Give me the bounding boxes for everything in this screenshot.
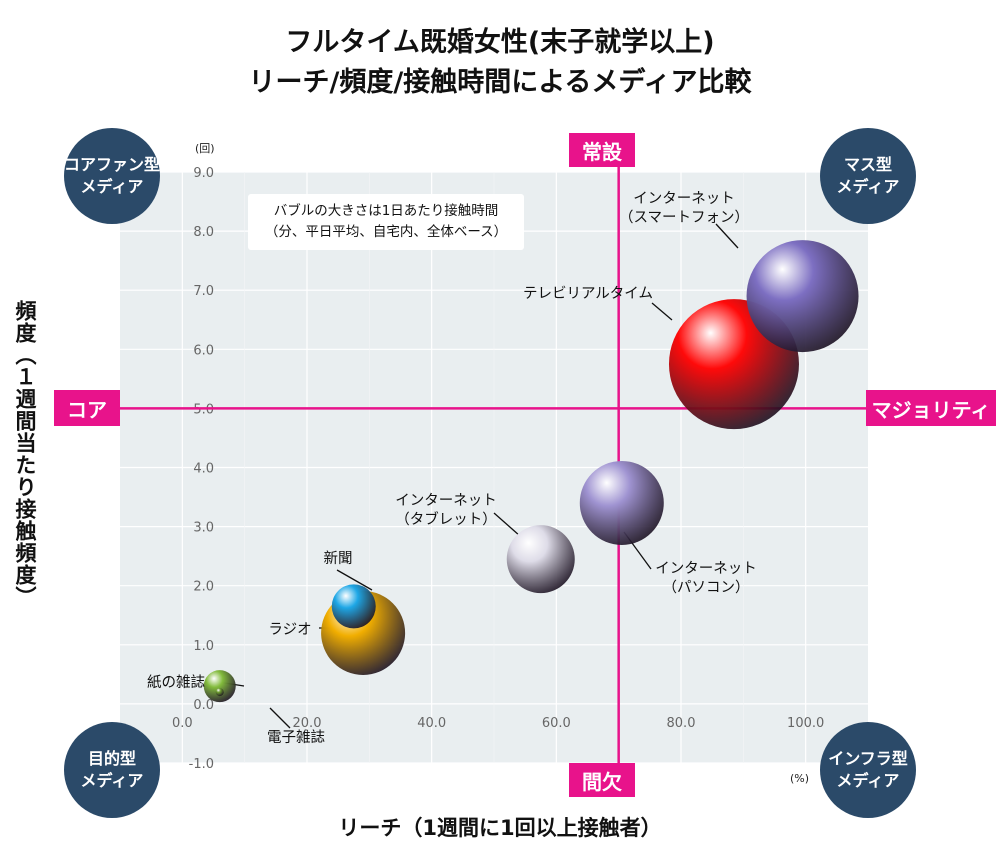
leader-line: [493, 512, 521, 537]
y-tick-label: 0.0: [193, 698, 214, 713]
badge-core-fan-media: コアファン型 メディア: [64, 128, 160, 224]
data-label: インターネット: [633, 190, 735, 207]
data-label: インターネット: [655, 560, 757, 577]
y-tick-label: 1.0: [193, 639, 214, 654]
data-label: 電子雑誌: [267, 729, 325, 746]
x-tick-label: 80.0: [667, 716, 696, 731]
chart-title-line-2: リーチ/頻度/接触時間によるメディア比較: [248, 67, 752, 98]
data-label: テレビリアルタイム: [523, 285, 653, 302]
x-tick-label: 100.0: [787, 716, 824, 731]
y-tick-label: 4.0: [193, 462, 214, 477]
leader-line: [336, 569, 373, 591]
x-tick-label: 40.0: [417, 716, 446, 731]
data-label: （タブレット）: [395, 510, 497, 528]
y-axis-title: 頻度（１週間当たり接触頻度）: [13, 300, 37, 608]
axis-label-top: 常設: [569, 133, 635, 167]
axis-label-right: マジョリティ: [866, 390, 996, 426]
y-tick-label: 6.0: [193, 343, 214, 358]
bubble-point: [506, 525, 575, 594]
axis-label-bottom: 間欠: [569, 763, 635, 797]
badge-purpose-media: 目的型 メディア: [64, 722, 160, 818]
leader-line: [651, 302, 673, 321]
chart-title-line-1: フルタイム既婚女性(末子就学以上): [285, 27, 715, 58]
data-label: （パソコン）: [663, 579, 750, 596]
y-tick-label: 9.0: [193, 166, 214, 181]
data-label: 新聞: [324, 550, 353, 567]
note-line-1: バブルの大きさは1日あたり接触時間: [273, 203, 499, 220]
data-label: ラジオ: [268, 622, 311, 638]
x-tick-label: 20.0: [293, 716, 322, 731]
leader-line: [269, 707, 291, 729]
data-label: 紙の雑誌: [147, 674, 205, 691]
y-tick-label: 8.0: [193, 225, 214, 240]
bubble-point: [579, 460, 664, 545]
x-axis-title: リーチ（1週間に1回以上接触者）: [338, 816, 662, 840]
note-line-2: （分、平日平均、自宅内、全体ベース）: [264, 224, 508, 240]
data-label: （スマートフォン）: [619, 209, 749, 226]
x-unit-label: (%): [790, 772, 810, 785]
y-tick-label: 3.0: [193, 521, 214, 536]
y-tick-label: 5.0: [193, 402, 214, 417]
y-tick-label: -1.0: [189, 757, 214, 772]
bubble-point: [331, 584, 376, 629]
x-tick-label: 0.0: [172, 716, 193, 731]
y-tick-label: 2.0: [193, 580, 214, 595]
badge-infrastructure-media: インフラ型 メディア: [820, 722, 916, 818]
leader-line: [715, 223, 739, 249]
data-label: インターネット: [395, 492, 497, 509]
bubble-point: [215, 688, 224, 697]
x-tick-label: 60.0: [542, 716, 571, 731]
bubble-size-note: バブルの大きさは1日あたり接触時間 （分、平日平均、自宅内、全体ベース）: [248, 194, 524, 250]
badge-mass-media: マス型 メディア: [820, 128, 916, 224]
axis-label-left: コア: [54, 390, 120, 426]
bubble-point: [746, 240, 859, 353]
y-tick-label: 7.0: [193, 284, 214, 299]
bubble-point: [203, 670, 236, 703]
y-unit-label: (回): [195, 142, 215, 155]
